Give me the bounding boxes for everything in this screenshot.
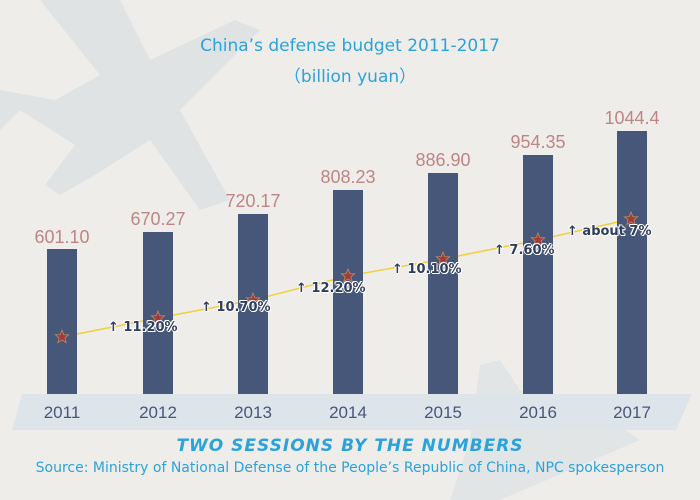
source-note: Source: Ministry of National Defense of … [35, 460, 665, 476]
growth-label-2015: ↑ 10.10% [392, 262, 462, 277]
bar-2016 [523, 155, 553, 394]
star-icon [54, 329, 70, 344]
chart-subtitle: （billion yuan） [283, 67, 417, 87]
year-label-2014: 2014 [329, 403, 367, 422]
growth-label-2014: ↑ 12.20% [296, 281, 366, 296]
airplane-icon [0, 0, 260, 210]
growth-label-2013: ↑ 10.70% [201, 300, 271, 315]
year-label-2017: 2017 [613, 403, 651, 422]
year-label-2015: 2015 [424, 403, 462, 422]
value-label-2013: 720.17 [225, 191, 281, 211]
star-icon [340, 268, 356, 283]
chart-title: China’s defense budget 2011-2017 [200, 36, 500, 56]
growth-label-2017: ↑ about 7% [567, 224, 652, 239]
year-label-2011: 2011 [43, 403, 81, 422]
series-title: TWO SESSIONS BY THE NUMBERS [176, 436, 524, 456]
value-label-2015: 886.90 [415, 150, 471, 170]
growth-label-2012: ↑ 11.20% [108, 320, 178, 335]
value-label-2012: 670.27 [130, 209, 186, 229]
year-band [12, 394, 692, 430]
bar-2013 [238, 214, 268, 394]
growth-label-2016: ↑ 7.60% [494, 243, 555, 258]
year-label-2016: 2016 [519, 403, 557, 422]
year-label-2013: 2013 [234, 403, 272, 422]
star-icon [623, 211, 639, 226]
bar-2011 [47, 249, 77, 394]
value-label-2016: 954.35 [510, 132, 566, 152]
year-label-2012: 2012 [139, 403, 177, 422]
value-label-2014: 808.23 [320, 167, 376, 187]
value-label-2017: 1044.4 [604, 108, 660, 128]
bar-2017 [617, 131, 647, 394]
bar-2015 [428, 173, 458, 394]
bar-2014 [333, 190, 363, 394]
value-label-2011: 601.10 [34, 227, 90, 247]
